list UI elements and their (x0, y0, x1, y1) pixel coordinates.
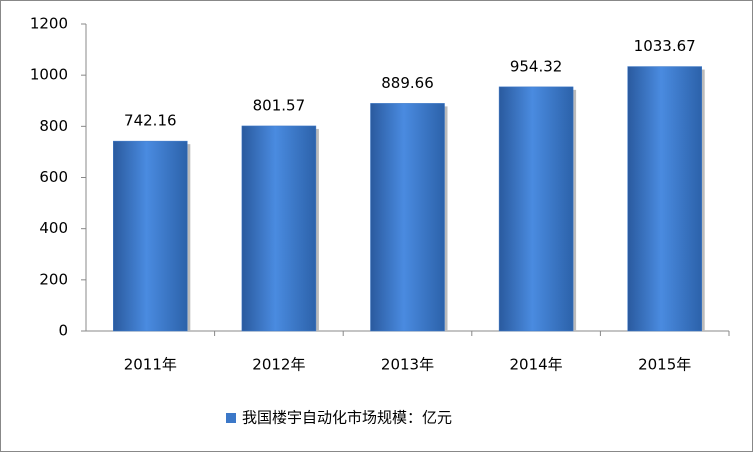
data-label: 1033.67 (634, 37, 696, 55)
bar (241, 125, 317, 332)
data-label: 889.66 (381, 74, 434, 92)
x-tick-label: 2012年 (252, 356, 305, 374)
y-tick-label: 400 (39, 219, 68, 237)
x-tick-label: 2015年 (638, 356, 691, 374)
y-tick-label: 1200 (30, 15, 68, 33)
bar (370, 103, 445, 332)
y-tick-label: 200 (39, 270, 68, 288)
y-tick-label: 0 (58, 322, 68, 340)
y-tick-label: 600 (39, 168, 68, 186)
bar (498, 86, 574, 332)
legend-swatch (226, 413, 236, 423)
data-label: 801.57 (253, 96, 306, 114)
data-label: 954.32 (510, 57, 563, 75)
legend-label: 我国楼宇自动化市场规模：亿元 (242, 409, 452, 427)
y-tick-label: 800 (39, 117, 68, 135)
bar (627, 66, 702, 332)
x-tick-label: 2013年 (381, 356, 434, 374)
data-label: 742.16 (124, 112, 177, 130)
y-tick-label: 1000 (30, 66, 68, 84)
bar (113, 140, 188, 332)
x-tick-label: 2014年 (510, 356, 563, 374)
x-tick-label: 2011年 (124, 356, 177, 374)
